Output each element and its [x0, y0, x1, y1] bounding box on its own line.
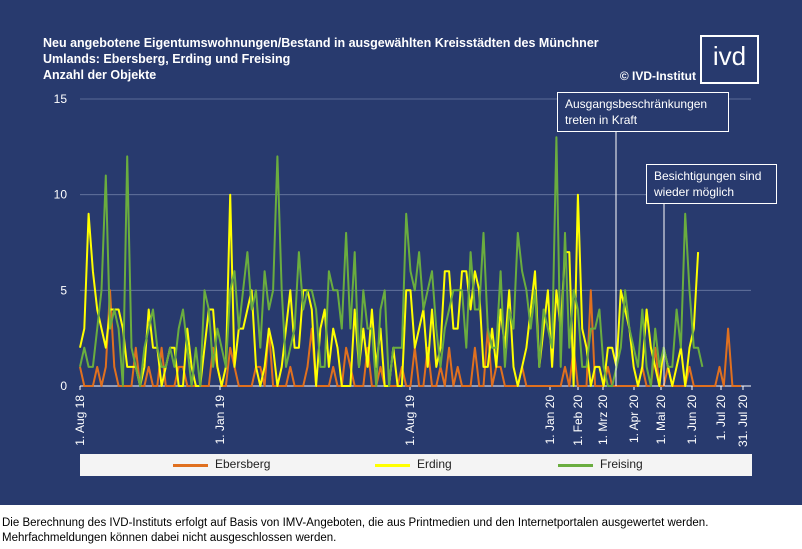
x-tick-label: 1. Jul 20 — [714, 395, 728, 441]
x-tick-label: 1. Jan 19 — [213, 395, 227, 445]
legend-label-ebersberg: Ebersberg — [215, 457, 271, 471]
footnote: Die Berechnung des IVD-Instituts erfolgt… — [2, 517, 709, 544]
x-tick-label: 1. Aug 19 — [403, 395, 417, 446]
x-tick-label: 31. Jul 20 — [736, 395, 750, 447]
ivd-logo: ivd — [700, 35, 759, 84]
legend-swatch-freising — [558, 464, 593, 467]
y-tick-label: 5 — [60, 283, 67, 297]
series-lines — [79, 136, 741, 387]
series-line-freising — [79, 136, 704, 387]
x-tick-label: 1. Jun 20 — [685, 395, 699, 445]
y-tick-label: 0 — [60, 379, 67, 393]
legend-swatch-erding — [375, 464, 410, 467]
legend-label-freising: Freising — [600, 457, 643, 471]
legend-swatch-ebersberg — [173, 464, 208, 467]
viewings-annotation: Besichtigungen sind wieder möglich — [646, 164, 777, 204]
y-tick-label: 10 — [54, 188, 68, 202]
series-line-ebersberg — [79, 289, 741, 387]
x-tick-label: 1. Apr 20 — [627, 395, 641, 443]
y-tick-label: 15 — [54, 92, 68, 106]
x-tick-label: 1. Jan 20 — [543, 395, 557, 445]
chart-title-line-1: Neu angebotene Eigentumswohnungen/Bestan… — [43, 36, 599, 50]
line-chart: 0 5 10 15 1. Aug 18 1. Jan 19 1. Aug 19 1. Jan … — [54, 92, 751, 447]
x-tick-label: 1. Aug 18 — [73, 395, 87, 446]
chart-title-line-2: Umlands: Ebersberg, Erding und Freising — [43, 52, 291, 66]
chart-panel — [0, 0, 802, 505]
copyright-label: © IVD-Institut — [619, 69, 696, 83]
ivd-logo-text: ivd — [712, 41, 747, 71]
x-tick-label: 1. Mai 20 — [654, 395, 668, 445]
x-tick-label: 1. Mrz 20 — [596, 395, 610, 445]
event-markers — [615, 130, 665, 386]
legend-label-erding: Erding — [417, 457, 452, 471]
lockdown-annotation: Ausgangsbeschränkungen treten in Kraft — [557, 92, 729, 132]
chart-title-line-3: Anzahl der Objekte — [43, 68, 157, 82]
chart-legend: Ebersberg Erding Freising — [80, 454, 752, 476]
axes: 0 5 10 15 1. Aug 18 1. Jan 19 1. Aug 19 1. Jan … — [54, 92, 751, 447]
x-tick-label: 1. Feb 20 — [571, 395, 585, 446]
